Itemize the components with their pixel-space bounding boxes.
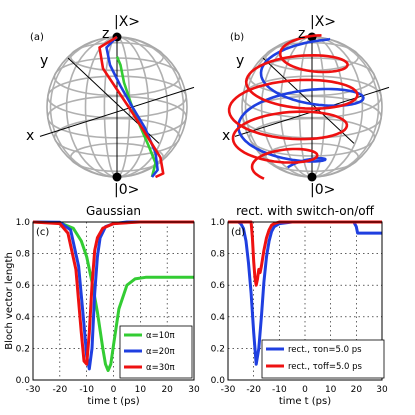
chart-d-xtick-label: 30 xyxy=(376,385,388,395)
chart-d-xtick-label: -20 xyxy=(246,385,261,395)
trajectory-a-2 xyxy=(98,35,165,179)
chart-d-ytick-label: 0.0 xyxy=(211,376,226,386)
sphere-a-bottom-state: |0> xyxy=(114,182,139,198)
sphere-b-south-point xyxy=(307,172,317,182)
panel-a-label: (a) xyxy=(30,32,44,43)
chart-d-frame xyxy=(227,221,383,381)
chart-c-xlabel: time t (ps) xyxy=(87,396,139,407)
chart-c-legend-label: α=30π xyxy=(146,363,175,373)
sphere-a-top-state: |X> xyxy=(114,14,140,30)
chart-c-xtick-label: -20 xyxy=(52,385,67,395)
chart-d-xlabel: time t (ps) xyxy=(279,396,331,407)
chart-c-ytick-label: 0.0 xyxy=(16,376,31,386)
sphere-a-x-label: x xyxy=(26,128,34,144)
chart-d-ytick-label: 0.4 xyxy=(211,313,226,323)
sphere-a-z-label: z xyxy=(102,26,109,42)
sphere-a-y-label: y xyxy=(40,53,48,69)
sphere-b-bottom-state: |0> xyxy=(310,182,335,198)
chart-c-xtick-label: 0 xyxy=(111,385,117,395)
chart-d-legend-label: rect., τon=5.0 ps xyxy=(288,345,362,355)
chart-d-legend xyxy=(261,339,385,379)
chart-c-ytick-label: 0.8 xyxy=(16,250,31,260)
chart-d-panel-label: (d) xyxy=(231,227,245,238)
panel-b-label: (b) xyxy=(230,32,244,43)
chart-d-ytick-label: 1.0 xyxy=(211,218,226,228)
chart-c-xtick-label: -30 xyxy=(26,385,41,395)
chart-c-legend-label: α=20π xyxy=(146,347,175,357)
chart-c-xtick-label: 30 xyxy=(188,385,200,395)
sphere-b-y-axis xyxy=(262,57,355,144)
chart-c-xtick-label: -10 xyxy=(79,385,94,395)
bloch-sphere-a xyxy=(39,32,195,182)
trajectory-a-1 xyxy=(105,36,159,178)
chart-d-xtick-label: -30 xyxy=(221,385,236,395)
chart-d-xtick-label: 20 xyxy=(351,385,363,395)
chart-d: rect. with switch-on/off -30 -20 -10 0 10 20 30… xyxy=(211,204,388,407)
chart-d-xtick-label: 0 xyxy=(302,385,308,395)
chart-c-ytick-label: 0.4 xyxy=(16,313,31,323)
sphere-a-x-axis xyxy=(39,86,195,137)
sphere-a-south-point xyxy=(112,172,122,182)
chart-d-ytick-label: 0.8 xyxy=(211,250,226,260)
chart-c-series-line xyxy=(32,220,194,366)
chart-c-xtick-label: 20 xyxy=(161,385,173,395)
chart-c-xtick-label: 10 xyxy=(135,385,147,395)
chart-c-frame xyxy=(32,221,195,381)
sphere-b-z-label: z xyxy=(298,26,305,42)
trajectory-b-red xyxy=(227,34,359,180)
chart-c-legend-label: α=10π xyxy=(146,331,175,341)
chart-d-legend-label: rect., τoff=5.0 ps xyxy=(288,362,363,372)
chart-d-ytick-label: 0.2 xyxy=(211,344,225,354)
chart-c-series-line xyxy=(32,220,194,372)
chart-c-ylabel: Bloch vector length xyxy=(4,252,15,350)
sphere-b-top-state: |X> xyxy=(310,14,336,30)
sphere-b-x-label: x xyxy=(222,128,230,144)
chart-d-xtick-label: -10 xyxy=(272,385,287,395)
trajectory-b-blue xyxy=(237,37,365,169)
chart-c-ytick-label: 0.6 xyxy=(16,281,31,291)
chart-d-ytick-label: 0.6 xyxy=(211,281,226,291)
chart-c-ytick-label: 0.2 xyxy=(16,344,30,354)
chart-c-ytick-label: 1.0 xyxy=(16,218,31,228)
chart-c-title: Gaussian xyxy=(86,204,141,218)
sphere-b-y-label: y xyxy=(236,53,244,69)
chart-d-title: rect. with switch-on/off xyxy=(236,204,374,218)
chart-c-panel-label: (c) xyxy=(36,227,49,238)
chart-d-xtick-label: 10 xyxy=(325,385,337,395)
bloch-sphere-b xyxy=(227,32,390,182)
chart-c: Gaussian -30 -20 -10 0 10 20 30 0.0 0.2 0.4 0.6 0.8 1… xyxy=(4,204,200,407)
